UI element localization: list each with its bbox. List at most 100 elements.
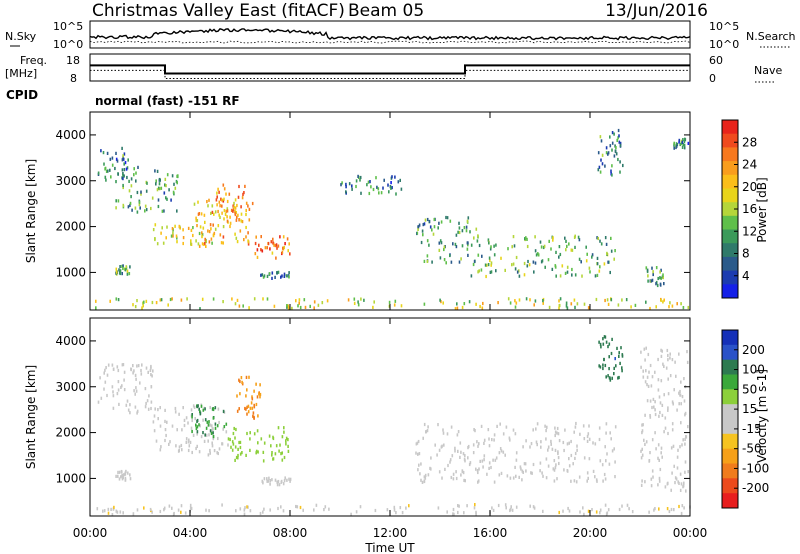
velocity-cell (453, 512, 455, 516)
power-cell (456, 302, 458, 306)
power-cell (487, 238, 490, 242)
power-cell (115, 270, 118, 274)
power-cell (235, 210, 237, 215)
velocity-cell (609, 378, 612, 382)
velocity-cell (515, 505, 518, 509)
power-cell (204, 237, 206, 241)
power-colorbar-swatch (722, 161, 738, 176)
power-cell (479, 304, 481, 309)
power-cell (156, 188, 159, 192)
velocity-cell (491, 506, 493, 510)
power-blob-9 (416, 215, 480, 265)
power-cell (124, 161, 127, 165)
power-cell (289, 252, 291, 256)
power-cell (154, 223, 157, 227)
velocity-cell (512, 476, 515, 480)
velocity-cell (129, 403, 131, 407)
power-cell (221, 198, 223, 202)
power-cell (458, 226, 461, 230)
power-cell (234, 209, 236, 213)
velocity-cell (606, 511, 609, 515)
velocity-cell (239, 440, 242, 444)
velocity-cell (236, 394, 238, 398)
power-cell (526, 244, 529, 249)
velocity-cell (277, 506, 279, 511)
velocity-cell (146, 399, 149, 403)
power-cell (137, 165, 139, 169)
velocity-cell (415, 442, 418, 446)
velocity-cell (238, 440, 240, 445)
power-cell (473, 236, 475, 240)
power-cell (532, 260, 535, 264)
velocity-cell (278, 449, 280, 453)
power-cell (594, 274, 597, 278)
velocity-cell (174, 410, 177, 414)
power-cell (224, 212, 227, 216)
power-cell (111, 156, 114, 160)
velocity-cell (466, 504, 468, 508)
power-cell (160, 298, 163, 302)
power-cell (218, 213, 220, 217)
power-cell (526, 264, 529, 268)
velocity-cell (313, 508, 315, 512)
velocity-cell (279, 443, 281, 447)
velocity-cell (283, 426, 285, 430)
velocity-cell (424, 473, 427, 477)
velocity-cell (607, 345, 609, 349)
power-cell (613, 132, 615, 136)
power-cell (467, 216, 470, 220)
velocity-cell (674, 476, 677, 480)
velocity-cell (359, 505, 362, 509)
power-cell (369, 180, 371, 184)
power-cell (245, 225, 247, 230)
power-panel-frame (89, 111, 691, 311)
power-cell (391, 175, 393, 179)
power-cell (566, 244, 568, 248)
velocity-cell (237, 447, 239, 451)
velocity-cell (457, 449, 459, 453)
velocity-cell (679, 472, 682, 476)
power-cell (417, 227, 419, 231)
power-cell (275, 243, 278, 247)
velocity-cell (157, 408, 159, 412)
velocity-cell (418, 452, 421, 456)
power-cell (256, 248, 259, 252)
freq-traces (90, 64, 690, 79)
velocity-cell (499, 447, 502, 451)
power-cell (616, 138, 618, 142)
power-cell (587, 306, 590, 310)
power-cell (276, 271, 278, 275)
power-cell (226, 199, 229, 204)
power-cell (248, 207, 251, 211)
power-cell (442, 301, 444, 305)
velocity-cell (680, 482, 683, 486)
power-cell (317, 303, 320, 307)
power-cell (542, 245, 545, 250)
power-cell (273, 304, 276, 308)
velocity-cell (674, 481, 676, 485)
velocity-cell (282, 509, 285, 513)
velocity-cell (221, 503, 223, 507)
velocity-cell (685, 435, 687, 439)
velocity-cell (180, 504, 183, 508)
velocity-cell (183, 423, 186, 428)
velocity-cell (472, 443, 475, 447)
power-cell (507, 247, 509, 251)
velocity-cell (508, 436, 511, 440)
velocity-cell (195, 423, 197, 427)
power-colorbar-swatch (722, 229, 738, 244)
velocity-cell (616, 346, 618, 350)
velocity-cell (570, 439, 572, 444)
power-cell (455, 245, 458, 249)
velocity-cell (134, 405, 137, 409)
velocity-cell (111, 385, 114, 389)
power-cell (261, 249, 264, 253)
power-cell (154, 237, 156, 242)
time-tick-label: 00:00 (673, 526, 708, 540)
power-cell (121, 272, 123, 276)
velocity-cell (245, 375, 248, 379)
time-axis: 00:00 04:00 08:00 12:00 16:00 20:00 00:00 (73, 112, 708, 540)
velocity-cell (121, 384, 123, 388)
velocity-cell (545, 476, 548, 480)
power-cell (463, 302, 466, 306)
